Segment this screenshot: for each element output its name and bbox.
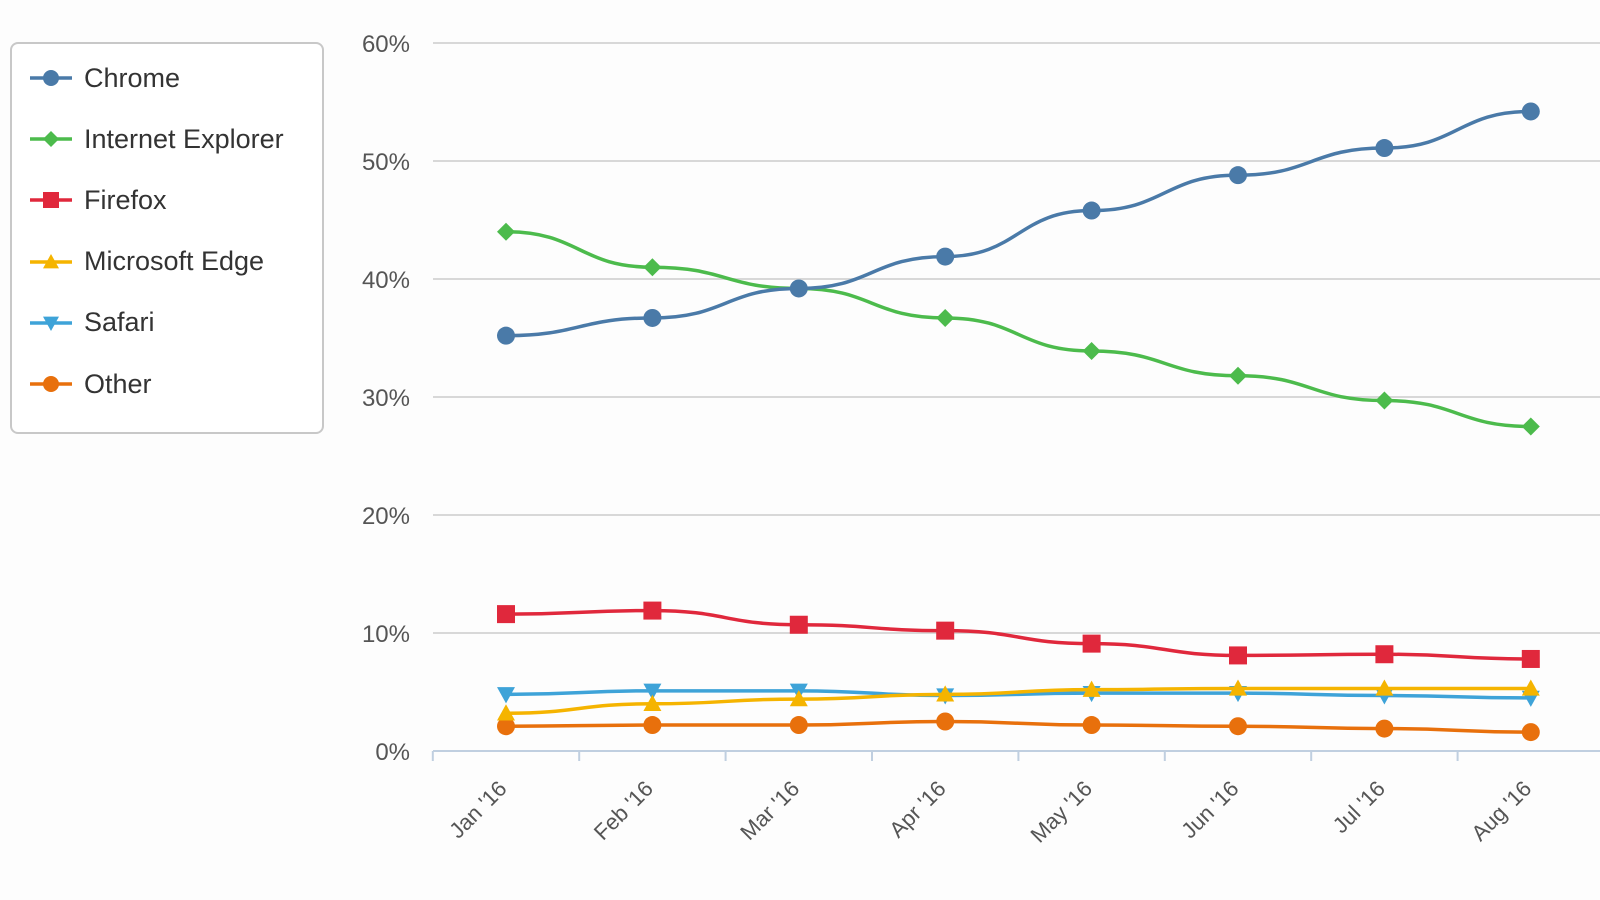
data-point[interactable]: [1375, 139, 1394, 158]
series-chrome: [497, 102, 1540, 345]
legend-label: Chrome: [84, 62, 181, 93]
data-point[interactable]: [1082, 341, 1101, 360]
data-point[interactable]: [1082, 201, 1101, 220]
data-point[interactable]: [789, 279, 808, 298]
data-point[interactable]: [936, 621, 955, 640]
data-point[interactable]: [1229, 166, 1247, 185]
y-tick-label: 40%: [362, 267, 410, 294]
data-point[interactable]: [1229, 366, 1247, 385]
legend-marker-icon: [30, 253, 72, 268]
series-other: [497, 712, 1540, 742]
legend-marker-icon: [30, 70, 72, 86]
legend-item[interactable]: Internet Explorer: [30, 119, 284, 159]
data-point[interactable]: [1082, 680, 1101, 697]
data-point[interactable]: [643, 308, 662, 327]
y-tick-label: 30%: [362, 385, 410, 412]
series-line: [505, 719, 1531, 734]
data-point[interactable]: [1229, 679, 1247, 696]
legend-marker-icon: [30, 316, 72, 331]
legend-label: Internet Explorer: [84, 123, 284, 154]
data-point[interactable]: [1521, 102, 1540, 121]
x-tick-label: May '16: [1025, 776, 1097, 848]
series-line: [505, 686, 1531, 715]
legend-item[interactable]: Other: [30, 364, 152, 404]
data-point[interactable]: [1521, 417, 1540, 436]
legend-label: Firefox: [84, 184, 167, 215]
data-point[interactable]: [1375, 679, 1394, 696]
data-point[interactable]: [643, 601, 662, 620]
y-tick-label: 60%: [362, 31, 410, 58]
data-point[interactable]: [1375, 645, 1394, 664]
data-point[interactable]: [1229, 646, 1247, 665]
data-point[interactable]: [1229, 717, 1247, 736]
data-point[interactable]: [1375, 391, 1394, 410]
x-tick-label: Mar '16: [735, 776, 804, 845]
series-internet-explorer: [497, 222, 1540, 436]
x-tick-label: Feb '16: [589, 776, 658, 845]
data-point[interactable]: [497, 687, 515, 704]
data-point[interactable]: [789, 690, 808, 707]
series-line: [505, 608, 1531, 661]
x-tick-label: Jul '16: [1328, 776, 1390, 838]
y-tick-label: 0%: [375, 739, 410, 766]
y-tick-label: 50%: [362, 149, 410, 176]
chart-legend: Chrome Internet Explorer Firefox Microsoft …: [10, 42, 324, 434]
data-point[interactable]: [936, 308, 955, 327]
legend-label: Safari: [84, 307, 155, 338]
data-point[interactable]: [1082, 634, 1101, 653]
data-point[interactable]: [1521, 723, 1540, 742]
x-tick-label: Jan '16: [444, 776, 511, 843]
data-point[interactable]: [1375, 719, 1394, 738]
legend-marker-icon: [30, 131, 72, 148]
y-tick-label: 20%: [362, 503, 410, 530]
data-point[interactable]: [789, 615, 808, 634]
data-point[interactable]: [936, 712, 955, 731]
series-microsoft-edge: [497, 679, 1540, 721]
y-tick-label: 10%: [362, 621, 410, 648]
series-line: [505, 230, 1531, 429]
data-point[interactable]: [643, 258, 662, 277]
series-firefox: [497, 601, 1540, 668]
data-point[interactable]: [1521, 679, 1540, 696]
legend-item[interactable]: Firefox: [30, 180, 167, 220]
series-line: [505, 109, 1531, 338]
legend-label: Microsoft Edge: [84, 246, 265, 277]
legend-item[interactable]: Chrome: [30, 58, 180, 98]
data-point[interactable]: [497, 605, 515, 624]
data-point[interactable]: [936, 247, 955, 266]
data-point[interactable]: [497, 222, 515, 241]
data-point[interactable]: [789, 716, 808, 735]
x-tick-label: Aug '16: [1466, 776, 1536, 846]
data-point[interactable]: [1082, 716, 1101, 735]
data-point[interactable]: [643, 716, 662, 735]
data-point[interactable]: [1521, 649, 1540, 668]
legend-item[interactable]: Microsoft Edge: [30, 242, 264, 282]
data-point[interactable]: [643, 694, 662, 711]
data-point[interactable]: [497, 704, 515, 721]
x-tick-label: Apr '16: [884, 776, 950, 842]
legend-label: Other: [84, 368, 152, 399]
legend-marker-icon: [30, 376, 72, 392]
data-point[interactable]: [497, 326, 515, 345]
series-line: [505, 689, 1531, 700]
x-tick-label: Jun '16: [1176, 776, 1243, 843]
legend-item[interactable]: Safari: [30, 303, 155, 343]
legend-marker-icon: [30, 192, 72, 209]
data-point[interactable]: [936, 685, 955, 702]
data-point[interactable]: [497, 717, 515, 736]
data-point[interactable]: [643, 683, 662, 700]
